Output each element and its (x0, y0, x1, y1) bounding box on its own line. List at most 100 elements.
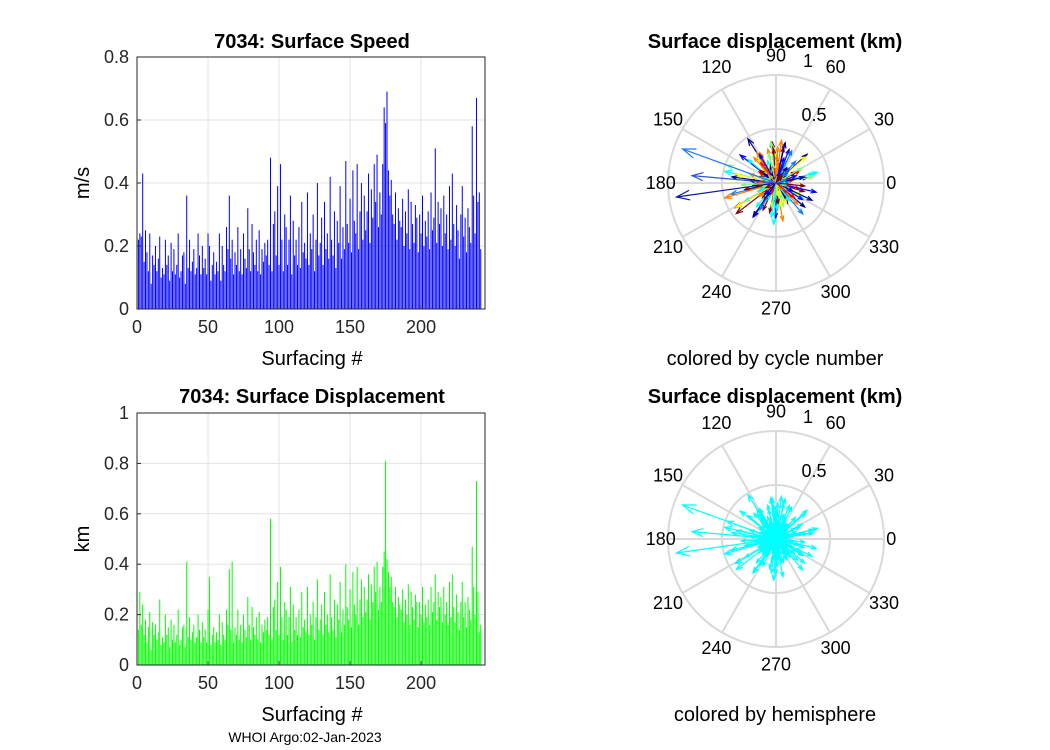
displacement-vector-head (771, 218, 777, 226)
displacement-vector-head (768, 207, 773, 215)
displacement-vector (773, 538, 777, 581)
displacement-vector-head (758, 560, 765, 568)
polar-angle-label: 210 (653, 593, 683, 613)
x-tick-label: 50 (198, 673, 218, 693)
displacement-vector-head (746, 158, 754, 165)
displacement-vector-head (766, 503, 772, 511)
polar-angle-label: 180 (646, 529, 676, 549)
x-tick-label: 50 (198, 317, 218, 337)
polar-angle-label: 180 (646, 173, 676, 193)
displacement-vector-head (775, 145, 780, 152)
polar-radius-label: 1 (803, 407, 813, 427)
displacement-vector-head (771, 147, 777, 154)
polar-angle-label: 240 (701, 638, 731, 658)
displacement-vector-head (723, 192, 733, 199)
displacement-vector (764, 538, 777, 551)
displacement-vector-head (758, 152, 764, 160)
polar-radius-label: 1 (803, 51, 813, 71)
x-tick-label: 100 (264, 317, 294, 337)
displacement-vector-long (692, 531, 777, 540)
displacement-vector-head (758, 547, 765, 554)
displacement-vector-head (789, 549, 796, 555)
displacement-vector-head (738, 153, 747, 161)
displacement-vector-head (747, 493, 755, 503)
displacement-vector-head (787, 149, 793, 156)
y-tick-label: 0.2 (104, 605, 129, 625)
displacement-vector-head (764, 183, 772, 189)
polar-angle-label: 150 (653, 109, 683, 129)
displacement-vector-head (774, 517, 779, 525)
polar-angle-label: 330 (869, 593, 899, 613)
displacement-vector-head (752, 156, 759, 163)
polar-angle-label: 300 (821, 282, 851, 302)
displacement-vector-head (797, 564, 804, 572)
y-tick-label: 0.4 (104, 173, 129, 193)
displacement-vector-head (767, 151, 772, 159)
displacement-vector-head (799, 558, 807, 565)
y-tick-label: 0.8 (104, 47, 129, 67)
displacement-vector-head (755, 557, 762, 565)
polar-angle-label: 270 (761, 299, 791, 319)
displacement-vector-head (752, 210, 759, 218)
displacement-vector-head (766, 514, 772, 522)
speed-chart-title: 7034: Surface Speed (214, 31, 410, 53)
displacement-vector-head (789, 193, 796, 199)
displacement-vector-head (758, 525, 766, 532)
displacement-vector-long (676, 182, 777, 198)
polar-radius-label: 0.5 (801, 105, 826, 125)
displacement-vector-head (797, 166, 804, 173)
x-tick-label: 100 (264, 673, 294, 693)
displacement-vector-head (768, 495, 774, 504)
displacement-vector-head (797, 208, 804, 216)
displacement-vector-head (777, 184, 784, 191)
polar-angle-label: 270 (761, 655, 791, 675)
displacement-vector-head (798, 531, 806, 537)
displacement-vector-head (785, 552, 792, 559)
displacement-vector-head (734, 201, 743, 209)
displacement-vector-head (756, 156, 762, 164)
polar-angle-label: 150 (653, 465, 683, 485)
displacement-vector-head (730, 175, 739, 181)
displacement-vector-head (756, 187, 763, 193)
displacement-vector-head (782, 554, 788, 562)
x-tick-label: 200 (406, 673, 436, 693)
displacement-vector-head (782, 522, 788, 529)
displacement-vector-head (756, 543, 763, 549)
displacement-vector-head (785, 196, 792, 203)
displacement-vector-head (722, 169, 733, 176)
displacement-vector-head (810, 544, 818, 550)
displacement-vector-head (768, 563, 773, 571)
displacement-vector-head (771, 503, 777, 510)
displacement-vector (773, 182, 777, 225)
y-tick-label: 0.8 (104, 453, 129, 473)
displacement-vector-head (722, 525, 733, 532)
polar-angle-label: 60 (826, 57, 846, 77)
displacement-vector (775, 535, 787, 540)
displacement-vector-head (766, 158, 772, 166)
displacement-vector-head (799, 544, 806, 549)
speed-y-axis-label: m/s (72, 167, 94, 199)
displacement-vector (775, 179, 787, 184)
displacement-vector-head (798, 175, 806, 181)
displacement-vector-head (763, 189, 770, 196)
polar-angle-label: 60 (826, 413, 846, 433)
displacement-vector-head (734, 173, 743, 179)
displacement-vector-head (799, 202, 807, 209)
polar-angle-label: 30 (874, 109, 894, 129)
displacement-vector-head (743, 186, 750, 191)
speed-bar-panel: 7034: Surface Speed m/s Surfacing # 0 50 1… (72, 31, 486, 370)
displacement-vector-head (791, 175, 798, 180)
displacement-vector-head (766, 147, 772, 155)
displacement-vector-head (808, 172, 816, 178)
displacement-vector-long (692, 175, 777, 184)
polar-angle-label: 90 (766, 46, 786, 66)
polar-cycle-panel: Surface displacement (km) colored by cyc… (646, 31, 902, 370)
displacement-vector-head (768, 139, 774, 148)
displacement-vector-long-head (690, 528, 704, 538)
displacement-vector-head (775, 501, 780, 508)
displacement-vector-head (758, 204, 765, 212)
polar-angle-label: 120 (701, 57, 731, 77)
displacement-vector-head (810, 188, 818, 194)
displacement-vector (753, 157, 777, 184)
displacement-vector-head (763, 545, 770, 552)
